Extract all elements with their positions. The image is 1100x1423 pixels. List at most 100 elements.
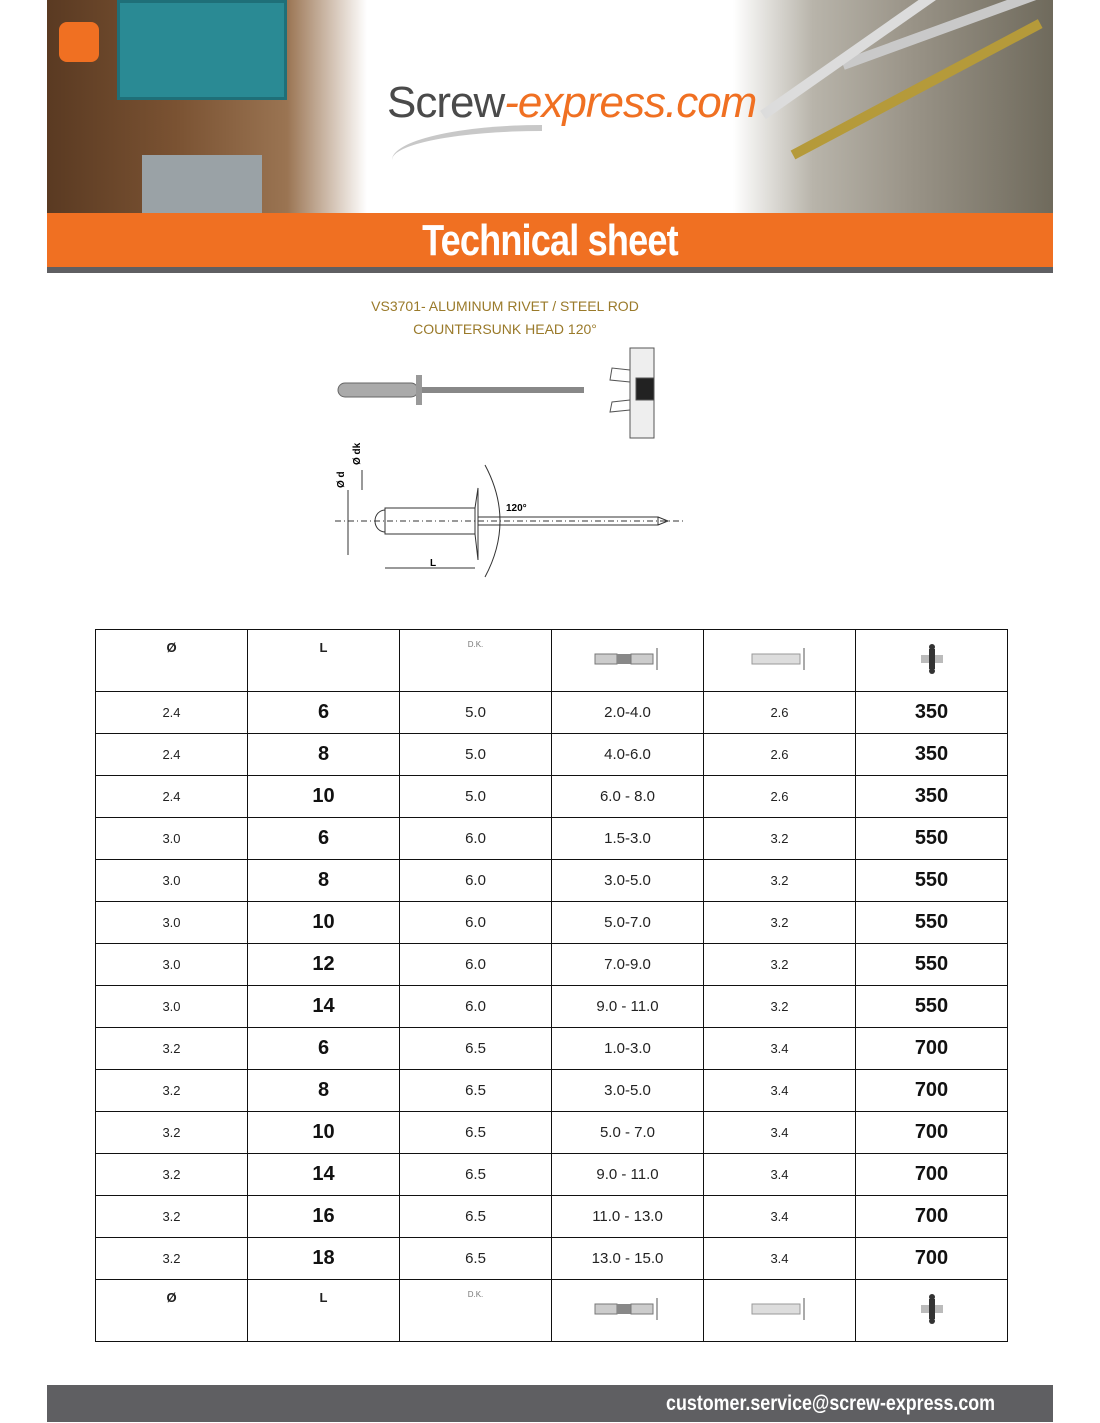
cell-quantity: 350 <box>855 691 1008 734</box>
footer: customer.service@screw-express.com <box>47 1385 1053 1422</box>
cell-quantity: 350 <box>855 733 1008 776</box>
cell-length: 8 <box>247 733 400 776</box>
table-row: 3.0 14 6.0 9.0 - 11.0 3.2 550 <box>95 985 1008 1028</box>
cell-hole-diameter: 3.2 <box>703 985 856 1028</box>
cell-diameter: 2.4 <box>95 733 248 776</box>
table-row: 3.2 8 6.5 3.0-5.0 3.4 700 <box>95 1069 1008 1112</box>
header-diameter: Ø <box>95 629 248 692</box>
cell-hole-diameter: 3.2 <box>703 901 856 944</box>
header-head-diameter: D.K. <box>399 629 552 692</box>
cell-quantity: 700 <box>855 1069 1008 1112</box>
rivet-quantity-icon <box>917 1294 947 1327</box>
table-row: 2.4 6 5.0 2.0-4.0 2.6 350 <box>95 691 1008 734</box>
header-head-diameter: D.K. <box>399 1279 552 1342</box>
cell-head-diameter: 5.0 <box>399 733 552 776</box>
cell-head-diameter: 6.5 <box>399 1111 552 1154</box>
cell-length: 10 <box>247 775 400 818</box>
svg-text:120°: 120° <box>506 503 527 514</box>
cell-diameter: 3.0 <box>95 817 248 860</box>
table-row: 2.4 8 5.0 4.0-6.0 2.6 350 <box>95 733 1008 776</box>
cell-diameter: 3.2 <box>95 1195 248 1238</box>
cell-grip-range: 4.0-6.0 <box>551 733 704 776</box>
cell-hole-diameter: 3.4 <box>703 1237 856 1280</box>
cell-diameter: 3.2 <box>95 1153 248 1196</box>
divider <box>47 267 1053 273</box>
cell-head-diameter: 6.5 <box>399 1069 552 1112</box>
table-row: 2.4 10 5.0 6.0 - 8.0 2.6 350 <box>95 775 1008 818</box>
cell-head-diameter: 6.0 <box>399 859 552 902</box>
svg-text:Ø d: Ø d <box>336 471 347 488</box>
cell-head-diameter: 5.0 <box>399 775 552 818</box>
installed-rivet-drawing <box>609 347 655 439</box>
table-row: 3.2 18 6.5 13.0 - 15.0 3.4 700 <box>95 1237 1008 1280</box>
cell-head-diameter: 6.5 <box>399 1195 552 1238</box>
cell-head-diameter: 6.0 <box>399 901 552 944</box>
table-row: 3.0 6 6.0 1.5-3.0 3.2 550 <box>95 817 1008 860</box>
cell-hole-diameter: 3.4 <box>703 1069 856 1112</box>
cell-quantity: 700 <box>855 1027 1008 1070</box>
cell-head-diameter: 6.5 <box>399 1027 552 1070</box>
cell-diameter: 3.2 <box>95 1027 248 1070</box>
workshop-photo <box>47 0 367 213</box>
contact-email[interactable]: customer.service@screw-express.com <box>666 1392 995 1415</box>
cell-head-diameter: 6.0 <box>399 985 552 1028</box>
logo-swoosh <box>392 125 542 160</box>
cell-quantity: 550 <box>855 859 1008 902</box>
cell-length: 8 <box>247 1069 400 1112</box>
screws-photo <box>733 0 1061 213</box>
product-subtitle: COUNTERSUNK HEAD 120° <box>413 321 597 337</box>
cell-grip-range: 13.0 - 15.0 <box>551 1237 704 1280</box>
rivet-photo <box>337 375 584 405</box>
cell-quantity: 700 <box>855 1195 1008 1238</box>
cell-quantity: 350 <box>855 775 1008 818</box>
table-header-row: Ø L D.K. <box>95 629 1008 692</box>
svg-text:L: L <box>430 558 436 569</box>
cell-grip-range: 1.0-3.0 <box>551 1027 704 1070</box>
cell-diameter: 3.0 <box>95 943 248 986</box>
cell-diameter: 3.0 <box>95 985 248 1028</box>
cell-diameter: 3.0 <box>95 859 248 902</box>
cell-grip-range: 3.0-5.0 <box>551 859 704 902</box>
cell-diameter: 3.2 <box>95 1237 248 1280</box>
header-length: L <box>247 1279 400 1342</box>
cell-grip-range: 9.0 - 11.0 <box>551 985 704 1028</box>
hole-diameter-icon <box>750 648 810 675</box>
cell-grip-range: 2.0-4.0 <box>551 691 704 734</box>
table-row: 3.2 6 6.5 1.0-3.0 3.4 700 <box>95 1027 1008 1070</box>
grip-range-icon <box>593 1298 663 1325</box>
cell-hole-diameter: 3.4 <box>703 1153 856 1196</box>
cell-quantity: 700 <box>855 1237 1008 1280</box>
specifications-table: Ø L D.K. 2.4 6 5.0 2.0-4.0 2.6 350 2.4 8 5.0 4.0-… <box>95 629 1008 1342</box>
cell-head-diameter: 6.5 <box>399 1237 552 1280</box>
table-row: 3.0 8 6.0 3.0-5.0 3.2 550 <box>95 859 1008 902</box>
cell-quantity: 700 <box>855 1153 1008 1196</box>
cell-diameter: 3.2 <box>95 1111 248 1154</box>
cell-diameter: 2.4 <box>95 775 248 818</box>
cell-hole-diameter: 3.2 <box>703 859 856 902</box>
cell-quantity: 550 <box>855 943 1008 986</box>
banner-title: Technical sheet <box>47 213 1053 267</box>
cell-length: 18 <box>247 1237 400 1280</box>
cell-head-diameter: 6.0 <box>399 943 552 986</box>
cell-length: 14 <box>247 985 400 1028</box>
cell-length: 10 <box>247 1111 400 1154</box>
rivet-diagram: 120° L Ø d Ø dk <box>335 347 685 578</box>
cell-grip-range: 5.0 - 7.0 <box>551 1111 704 1154</box>
cell-diameter: 3.2 <box>95 1069 248 1112</box>
cell-length: 12 <box>247 943 400 986</box>
cell-head-diameter: 6.5 <box>399 1153 552 1196</box>
svg-text:Ø dk: Ø dk <box>352 442 363 465</box>
cell-length: 10 <box>247 901 400 944</box>
cell-length: 14 <box>247 1153 400 1196</box>
product-title: VS3701- ALUMINUM RIVET / STEEL ROD <box>371 298 639 314</box>
hole-diameter-icon <box>750 1298 810 1325</box>
cell-hole-diameter: 3.4 <box>703 1111 856 1154</box>
table-row: 3.2 16 6.5 11.0 - 13.0 3.4 700 <box>95 1195 1008 1238</box>
cell-hole-diameter: 2.6 <box>703 775 856 818</box>
rivet-quantity-icon <box>917 644 947 677</box>
cell-hole-diameter: 3.2 <box>703 943 856 986</box>
cell-hole-diameter: 3.4 <box>703 1195 856 1238</box>
cell-diameter: 3.0 <box>95 901 248 944</box>
cell-hole-diameter: 2.6 <box>703 733 856 776</box>
cell-hole-diameter: 3.4 <box>703 1027 856 1070</box>
